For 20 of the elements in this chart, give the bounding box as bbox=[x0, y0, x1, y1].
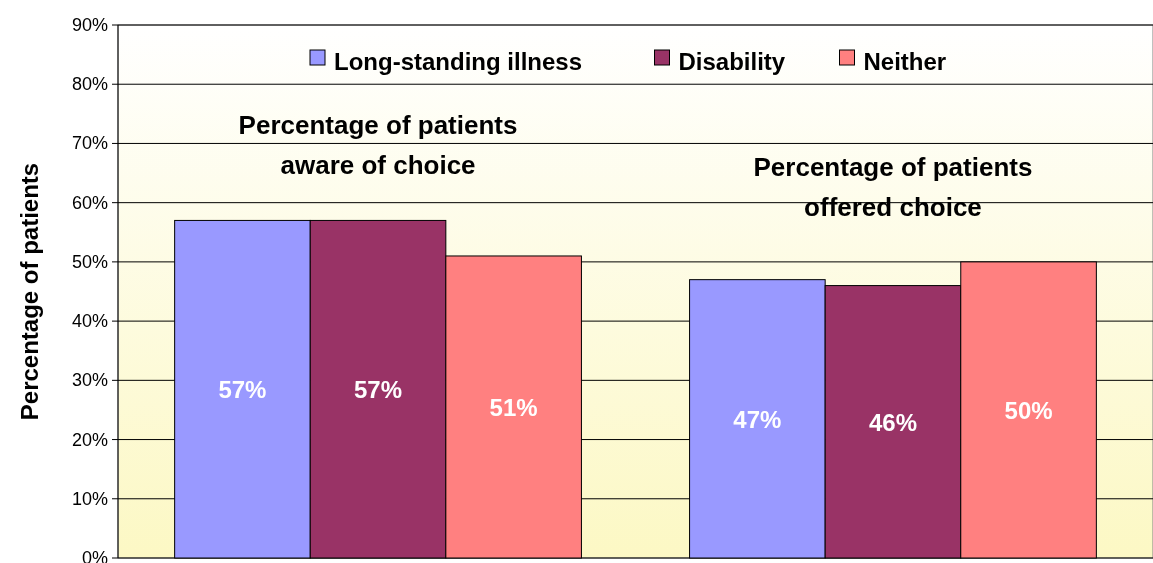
data-label: 47% bbox=[733, 405, 782, 433]
legend-label: Disability bbox=[678, 48, 786, 76]
data-label: 50% bbox=[1004, 396, 1053, 424]
y-tick-label: 40% bbox=[71, 311, 108, 332]
legend-label: Long-standing illness bbox=[334, 48, 583, 76]
y-tick-label: 20% bbox=[71, 429, 108, 450]
y-tick-label: 30% bbox=[71, 370, 108, 391]
data-label: 51% bbox=[489, 393, 538, 421]
x-tick-label: Percentage of patients aware of choice bbox=[238, 110, 518, 181]
legend-label: Neither bbox=[863, 48, 947, 76]
y-tick-label: 80% bbox=[71, 74, 108, 95]
data-label: 57% bbox=[218, 376, 267, 404]
data-label: 57% bbox=[354, 376, 403, 404]
y-tick-label: 70% bbox=[71, 133, 108, 154]
y-tick-label: 50% bbox=[71, 251, 108, 272]
y-tick-label: 90% bbox=[71, 15, 108, 35]
data-label: 46% bbox=[868, 408, 917, 436]
y-tick-label: 10% bbox=[71, 488, 108, 509]
y-tick-label: 60% bbox=[71, 192, 108, 213]
y-axis-title: Percentage of patients bbox=[16, 162, 43, 421]
